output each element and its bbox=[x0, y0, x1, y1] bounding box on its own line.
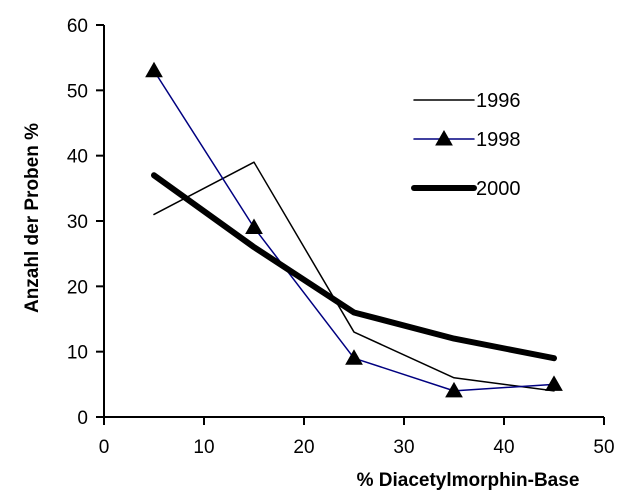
legend-marker bbox=[435, 129, 453, 146]
y-axis-ticks: 0 10 20 30 40 50 60 bbox=[67, 16, 104, 429]
y-tick-label: 0 bbox=[77, 408, 88, 429]
series-layer bbox=[145, 61, 563, 398]
data-point-marker bbox=[445, 381, 463, 398]
y-axis-title: Anzahl der Proben % bbox=[22, 123, 43, 313]
series-2000 bbox=[151, 172, 557, 362]
x-tick-label: 30 bbox=[393, 437, 414, 458]
legend-item-1998: 1998 bbox=[413, 129, 521, 151]
legend-item-2000: 2000 bbox=[411, 178, 521, 200]
x-tick-label: 40 bbox=[493, 437, 514, 458]
legend-item-1996: 1996 bbox=[413, 90, 521, 112]
legend: 1996 1998 2000 bbox=[411, 90, 521, 200]
x-axis-ticks: 0 10 20 30 40 50 bbox=[99, 417, 615, 458]
y-tick-label: 10 bbox=[67, 343, 88, 364]
data-point-marker bbox=[345, 349, 363, 365]
legend-label: 2000 bbox=[476, 178, 521, 200]
y-tick-label: 60 bbox=[67, 16, 88, 37]
x-tick-label: 10 bbox=[193, 437, 214, 458]
x-tick-label: 20 bbox=[293, 437, 314, 458]
y-tick-label: 30 bbox=[67, 212, 88, 233]
series-line-1998 bbox=[153, 69, 555, 392]
series-1998 bbox=[145, 61, 563, 398]
data-point-marker bbox=[245, 218, 263, 235]
y-tick-label: 20 bbox=[67, 277, 88, 298]
data-point-marker bbox=[545, 375, 563, 391]
data-point-marker bbox=[145, 61, 163, 78]
x-axis-title: % Diacetylmorphin-Base bbox=[357, 470, 580, 491]
x-tick-label: 0 bbox=[99, 437, 110, 458]
series-1996 bbox=[153, 161, 555, 392]
x-tick-label: 50 bbox=[593, 437, 614, 458]
y-tick-label: 40 bbox=[67, 147, 88, 168]
legend-label: 1998 bbox=[476, 129, 521, 151]
series-line-1996 bbox=[153, 161, 555, 392]
legend-label: 1996 bbox=[476, 90, 521, 112]
series-line-2000 bbox=[151, 172, 557, 362]
y-tick-label: 50 bbox=[67, 81, 88, 102]
